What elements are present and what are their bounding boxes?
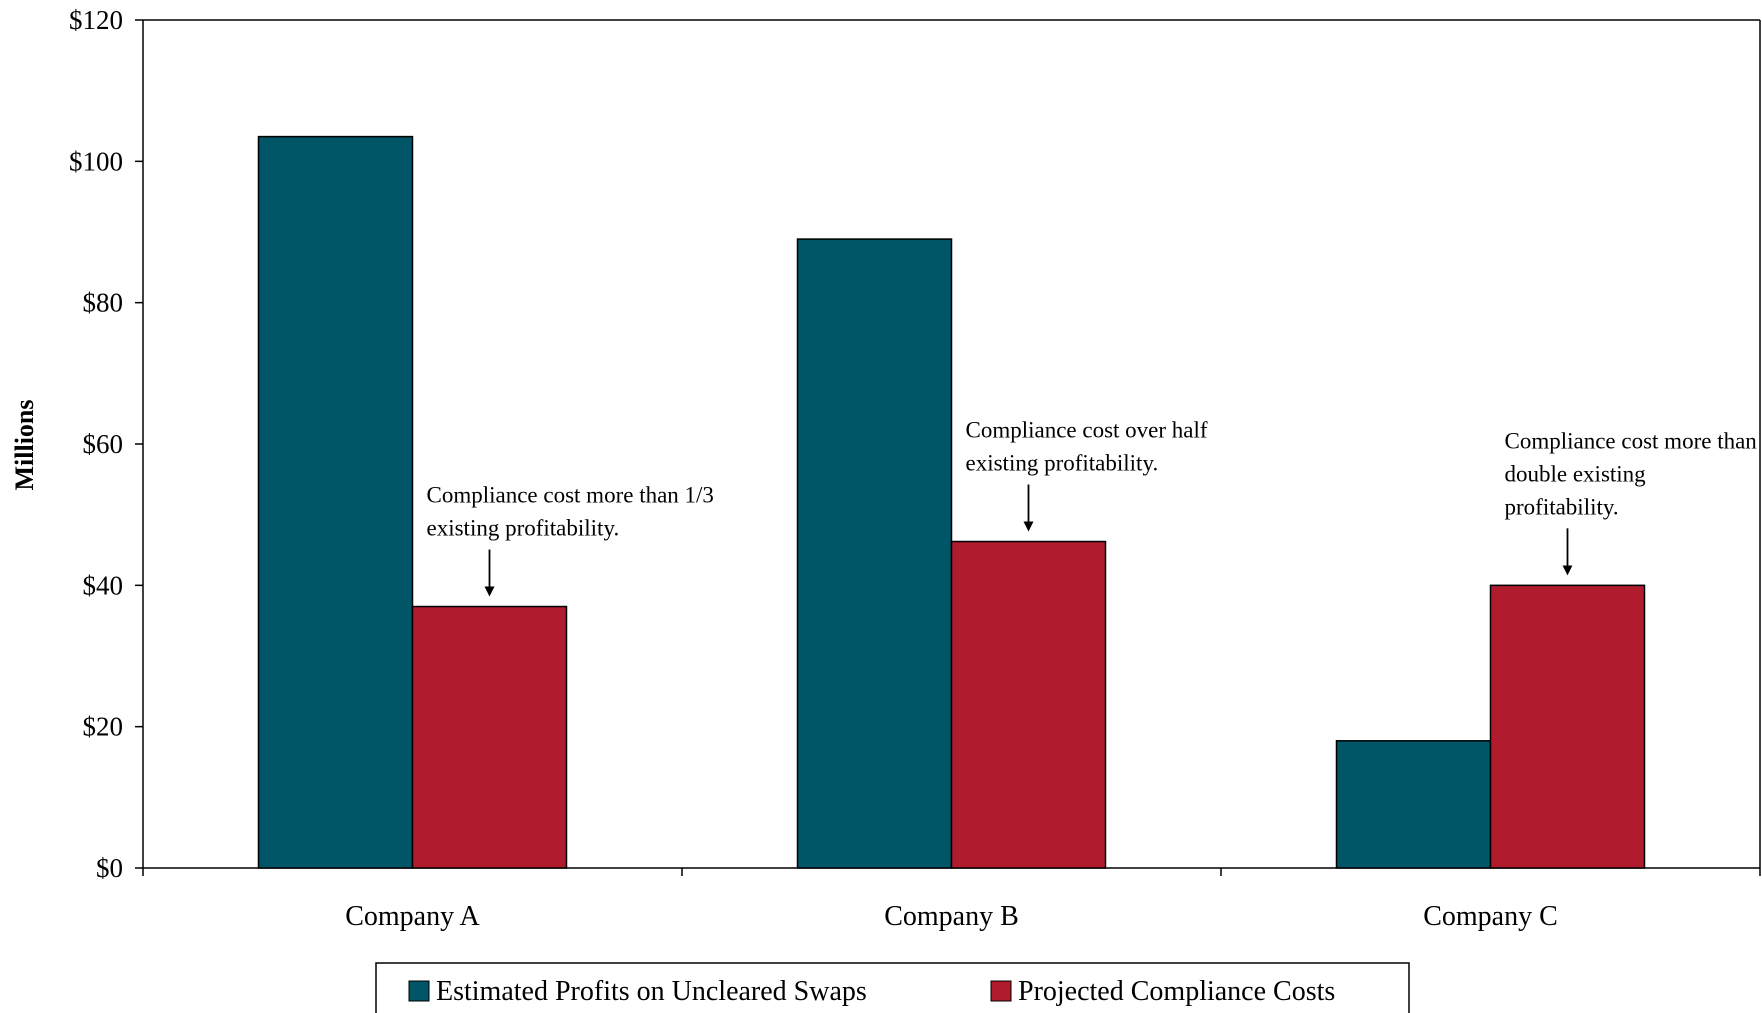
bar-profits-company-b — [796, 238, 953, 869]
annotation-text: double existing — [1505, 461, 1647, 486]
legend-box — [375, 962, 1410, 1013]
annotation-text: Compliance cost more than 1/3 — [427, 483, 714, 508]
y-axis-label: Millions — [10, 399, 39, 490]
legend-swatch-costs — [990, 980, 1012, 1002]
y-tick-label: $60 — [83, 429, 124, 459]
bar-costs-company-a — [411, 605, 568, 869]
y-axis-ticks: $0 $20 $40 $60 $80 $100 $120 — [69, 5, 143, 883]
y-tick-label: $80 — [83, 288, 124, 318]
annotation-text: Compliance cost over half — [966, 418, 1208, 443]
x-tick-label: Company A — [345, 901, 480, 932]
bar-profits-company-a — [257, 135, 414, 869]
bars — [257, 135, 1646, 869]
y-tick-label: $120 — [69, 5, 123, 35]
y-tick-label: $0 — [96, 853, 123, 883]
legend: Estimated Profits on Uncleared Swaps Pro… — [375, 962, 1410, 1013]
annotation-text: profitability. — [1505, 494, 1619, 519]
legend-label-profits: Estimated Profits on Uncleared Swaps — [436, 976, 867, 1007]
x-axis-ticks — [142, 868, 1761, 876]
annotations: Compliance cost more than 1/3 existing pr… — [427, 418, 1758, 597]
bar-profits-company-c — [1335, 740, 1492, 869]
y-tick-label: $20 — [83, 712, 124, 742]
bar-costs-company-b — [950, 540, 1107, 869]
annotation-text: Compliance cost more than — [1505, 428, 1758, 453]
x-tick-label: Company C — [1423, 901, 1558, 932]
y-tick-label: $40 — [83, 570, 124, 600]
x-tick-label: Company B — [884, 901, 1019, 932]
annotation-text: existing profitability. — [966, 451, 1159, 476]
category-labels: Company A Company B Company C — [345, 901, 1558, 932]
bar-costs-company-c — [1489, 584, 1646, 869]
y-tick-label: $100 — [69, 146, 123, 176]
legend-swatch-profits — [408, 980, 430, 1002]
legend-label-costs: Projected Compliance Costs — [1018, 976, 1335, 1007]
annotation-text: existing profitability. — [427, 516, 620, 541]
